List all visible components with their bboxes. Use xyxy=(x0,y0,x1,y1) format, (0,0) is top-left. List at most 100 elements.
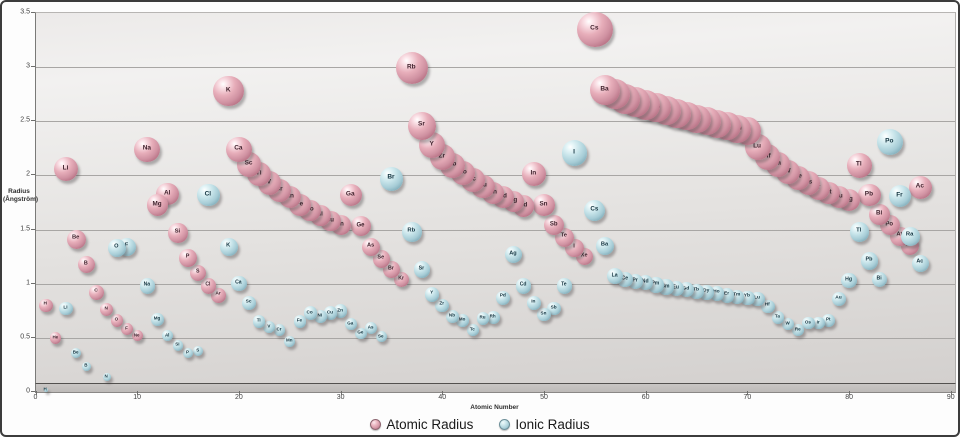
x-tick-label-30: 30 xyxy=(336,394,345,401)
x-tick-mark xyxy=(645,391,647,395)
bubble-atomic-N: N xyxy=(100,303,114,317)
bubble-ionic-Ac: Ac xyxy=(911,254,929,272)
bubble-element-symbol: Cl xyxy=(204,190,212,198)
bubble-element-symbol: In xyxy=(531,299,536,305)
bubble-atomic-Be: Be xyxy=(66,229,86,249)
bubble-ionic-Mo: Mo xyxy=(456,314,469,327)
bubble-element-symbol: Cu xyxy=(326,309,333,315)
bubble-element-symbol: H xyxy=(43,301,47,307)
bubble-element-symbol: I xyxy=(573,148,575,155)
bubble-ionic-H: H xyxy=(44,387,48,392)
bubble-element-symbol: Ac xyxy=(916,258,924,265)
y-axis-title-line2: (Ångström) xyxy=(3,196,39,203)
bubble-element-symbol: S xyxy=(195,268,200,275)
bubble-element-symbol: Xe xyxy=(580,252,588,259)
bubble-atomic-K: K xyxy=(213,75,244,107)
chart-legend: Atomic Radius Ionic Radius xyxy=(2,414,958,434)
bubble-element-symbol: Er xyxy=(723,291,730,297)
bubble-ionic-Ni: Ni xyxy=(313,309,327,323)
bubble-element-symbol: Ho xyxy=(713,289,720,295)
bubble-element-symbol: As xyxy=(367,324,374,330)
bubble-element-symbol: Si xyxy=(175,341,180,347)
bubble-ionic-Sn: Sn xyxy=(537,307,551,321)
bubble-atomic-He: He xyxy=(50,332,62,344)
y-tick-mark xyxy=(31,282,35,284)
bubble-element-symbol: Fe xyxy=(295,200,304,208)
x-tick-label-40: 40 xyxy=(438,394,447,401)
bubble-atomic-Sb: Sb xyxy=(544,215,565,236)
y-tick-label-3: 3 xyxy=(26,62,30,70)
bubble-atomic-Cl: Cl xyxy=(200,278,216,294)
bubble-element-symbol: Sb xyxy=(550,304,557,310)
x-tick-mark xyxy=(238,391,240,395)
bubble-element-symbol: Be xyxy=(71,234,80,241)
y-tick-label-0: 0 xyxy=(26,387,30,395)
x-axis-title: Atomic Number xyxy=(470,404,519,411)
bubble-atomic-B: B xyxy=(77,255,95,273)
bubble-atomic-Kr: Kr xyxy=(393,271,410,288)
x-tick-mark xyxy=(950,391,952,395)
bubble-ionic-Rh: Rh xyxy=(486,310,500,324)
bubble-element-symbol: N xyxy=(104,305,108,311)
bubble-element-symbol: Al xyxy=(163,189,171,197)
bubble-atomic-Ba: Ba xyxy=(589,74,621,106)
bubble-element-symbol: Mo xyxy=(458,316,466,322)
bubble-element-symbol: Na xyxy=(143,281,151,288)
bubble-element-symbol: Dy xyxy=(703,288,710,294)
bubble-element-symbol: O xyxy=(114,316,119,322)
bubble-element-symbol: Ra xyxy=(905,231,914,238)
y-axis-title: Radius (Ångström) xyxy=(3,188,39,204)
bubble-element-symbol: Mn xyxy=(285,337,293,343)
bubble-atomic-F: F xyxy=(121,323,133,336)
bubble-atomic-Si: Si xyxy=(168,223,188,243)
bubble-element-symbol: O xyxy=(114,243,119,250)
bubble-element-symbol: Po xyxy=(885,221,894,228)
bubble-element-symbol: S xyxy=(196,347,200,353)
bubble-element-symbol: Rb xyxy=(407,227,416,234)
x-tick-label-80: 80 xyxy=(845,394,853,401)
bubble-atomic-As: As xyxy=(361,237,381,257)
bubble-element-symbol: Sn xyxy=(539,200,548,208)
bubble-ionic-Nb: Nb xyxy=(446,309,459,323)
gridline-y-2 xyxy=(36,175,955,177)
bubble-atomic-Ga: Ga xyxy=(339,183,362,207)
bubble-atomic-P: P xyxy=(179,249,197,267)
bubble-ionic-Ga: Ga xyxy=(344,317,357,330)
bubble-element-symbol: Ge xyxy=(356,222,365,229)
y-tick-mark xyxy=(31,174,35,176)
bubble-ionic-Pt: Pt xyxy=(822,314,835,327)
bubble-element-symbol: Pt xyxy=(825,316,831,322)
bubble-ionic-Fe: Fe xyxy=(293,315,307,328)
bubble-element-symbol: B xyxy=(84,362,88,368)
bubble-element-symbol: Ba xyxy=(600,85,609,93)
bubble-atomic-C: C xyxy=(89,285,104,300)
y-tick-mark xyxy=(31,66,35,68)
x-tick-mark xyxy=(137,391,139,395)
gridline-y-0.5 xyxy=(36,337,955,339)
x-tick-mark xyxy=(747,391,749,395)
bubble-element-symbol: Ni xyxy=(317,312,323,318)
bubble-ionic-Tc: Tc xyxy=(466,324,479,337)
bubble-element-symbol: F xyxy=(124,242,129,249)
bubble-ionic-W: W xyxy=(781,317,795,330)
bubble-ionic-Ca: Ca xyxy=(231,276,247,292)
bubble-element-symbol: Sc xyxy=(245,299,252,305)
x-tick-mark xyxy=(849,391,851,395)
bubble-element-symbol: Be xyxy=(72,349,79,355)
bubble-ionic-Cl: Cl xyxy=(197,183,220,207)
bubble-ionic-Mg: Mg xyxy=(151,313,164,326)
bubble-element-symbol: Fr xyxy=(896,191,903,199)
x-tick-mark xyxy=(35,391,37,395)
y-tick-mark xyxy=(31,336,35,338)
bubble-element-symbol: Rb xyxy=(406,63,416,71)
bubble-element-symbol: Zn xyxy=(337,307,343,313)
gridline-y-1.5 xyxy=(36,229,955,231)
bubble-element-symbol: At xyxy=(896,231,903,238)
bubble-ionic-Au: Au xyxy=(831,291,847,307)
bubble-ionic-Po: Po xyxy=(876,128,904,156)
y-tick-mark xyxy=(31,11,35,13)
bubble-element-symbol: Tc xyxy=(469,326,475,332)
bubble-element-symbol: Ac xyxy=(915,182,924,190)
gridline-y-2.5 xyxy=(36,121,955,123)
bubble-element-symbol: Br xyxy=(387,173,395,181)
